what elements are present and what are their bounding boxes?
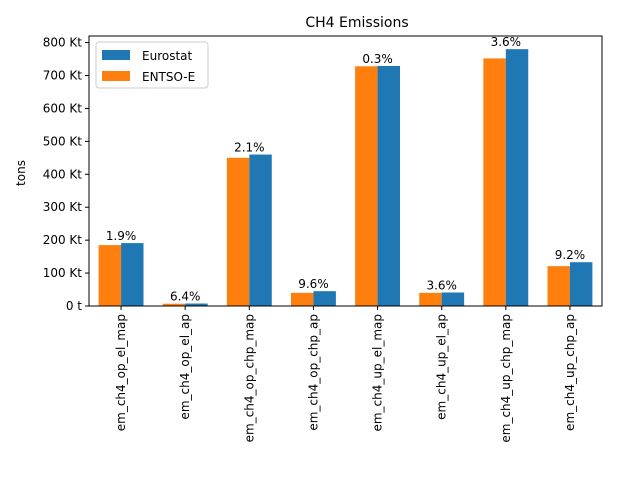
- bar: [162, 303, 186, 306]
- x-tick-label: em_ch4_op_el_map: [114, 314, 128, 431]
- y-tick-label: 0 t: [66, 299, 82, 313]
- x-tick-label: em_ch4_up_el_ap: [435, 314, 449, 420]
- bar-annotation: 2.1%: [234, 141, 265, 155]
- y-tick-label: 400 Kt: [43, 167, 83, 181]
- bar: [547, 266, 570, 306]
- legend-label: ENTSO-E: [142, 70, 195, 84]
- y-tick-label: 600 Kt: [43, 101, 83, 115]
- bar: [290, 292, 314, 306]
- y-tick-label: 200 Kt: [43, 233, 83, 247]
- legend-swatch: [102, 71, 130, 81]
- bar: [185, 303, 208, 306]
- x-tick-label: em_ch4_up_el_map: [371, 314, 385, 432]
- bar: [569, 262, 593, 306]
- y-tick-label: 300 Kt: [43, 200, 83, 214]
- y-tick-label: 500 Kt: [43, 134, 83, 148]
- bar-annotation: 3.6%: [491, 35, 522, 49]
- legend-swatch: [102, 50, 130, 60]
- x-tick-label: em_ch4_up_chp_ap: [563, 314, 577, 431]
- bar-annotation: 9.6%: [298, 277, 329, 291]
- bar: [483, 58, 506, 306]
- x-tick-label: em_ch4_op_chp_ap: [306, 314, 320, 431]
- bar: [419, 292, 442, 306]
- x-tick-label: em_ch4_up_chp_map: [499, 314, 513, 443]
- y-tick-label: 700 Kt: [43, 69, 83, 83]
- bar: [121, 243, 144, 306]
- legend: Eurostat ENTSO-E: [95, 41, 209, 89]
- bar: [441, 292, 465, 306]
- bar-annotation: 0.3%: [362, 52, 393, 66]
- bar: [226, 157, 250, 306]
- legend-label: Eurostat: [142, 49, 193, 63]
- bar-annotation: 3.6%: [426, 279, 457, 293]
- bar-annotation: 6.4%: [170, 290, 201, 304]
- bar: [505, 49, 529, 307]
- y-tick-label: 100 Kt: [43, 266, 83, 280]
- y-tick-label: 800 Kt: [43, 36, 83, 50]
- bar: [98, 245, 122, 306]
- bar-annotation: 1.9%: [106, 229, 137, 243]
- bar: [249, 154, 272, 306]
- plot-area: 1.9% em_ch4_op_el_map 6.4% em_ch4_op_el_ap 2…: [43, 35, 603, 443]
- bar: [313, 291, 336, 306]
- chart-title: CH4 Emissions: [305, 15, 408, 31]
- x-tick-label: em_ch4_op_el_ap: [178, 314, 192, 420]
- bar: [355, 66, 378, 306]
- bar-annotation: 9.2%: [555, 248, 586, 262]
- bar: [377, 65, 401, 307]
- axes-frame: [88, 35, 603, 307]
- x-tick-label: em_ch4_op_chp_map: [242, 314, 256, 442]
- y-axis-label: tons: [14, 160, 28, 186]
